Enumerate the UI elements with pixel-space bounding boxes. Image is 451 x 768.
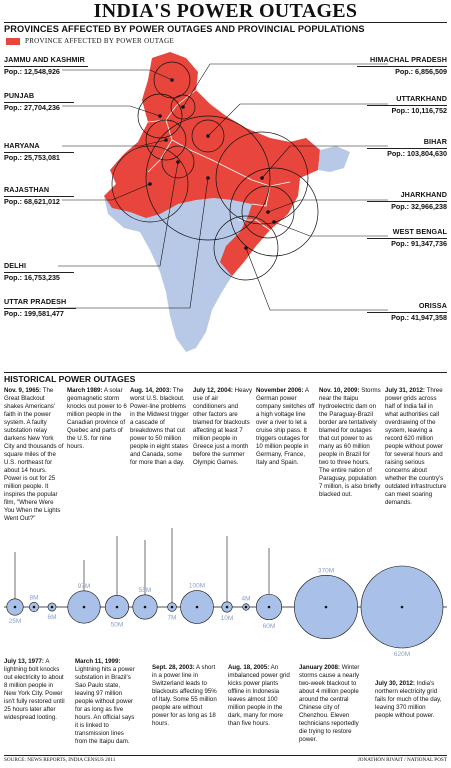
event-2006: November 2006: A German power company sw… xyxy=(256,387,315,466)
bubble-label: 7M xyxy=(167,614,176,621)
state-label-rajasthan: RAJASTHAN Pop.: 68,621,012 xyxy=(4,185,74,207)
population-circles xyxy=(111,61,319,281)
circle-orissa xyxy=(213,215,279,281)
bubble-center-dot xyxy=(13,605,17,609)
bubble-center-dot xyxy=(170,605,174,609)
state-label-west-bengal: WEST BENGAL Pop.: 91,347,736 xyxy=(367,227,447,249)
state-label-delhi: DELHI Pop.: 16,753,235 xyxy=(4,261,74,283)
legend-label: PROVINCE AFFECTED BY POWER OUTAGE xyxy=(25,37,175,45)
event-1989: March 1989: A solar geomagnetic storm kn… xyxy=(67,387,127,450)
bubble-center-dot xyxy=(50,605,54,609)
bubble-center-dot xyxy=(324,605,328,609)
circle-jammu-kashmir xyxy=(153,61,191,99)
bubble-label: 60M xyxy=(263,623,276,630)
event-1999: March 11, 1999: Lightning hits a power s… xyxy=(75,658,135,745)
circle-jharkhand xyxy=(241,185,295,239)
circle-rajasthan xyxy=(111,145,189,223)
section-rule xyxy=(4,372,447,373)
event-2009: Nov. 10, 2009: Storms near the Itaipu hy… xyxy=(319,387,381,498)
circle-punjab xyxy=(137,93,183,139)
leader-lines xyxy=(58,63,388,311)
bubble-center-dot xyxy=(195,605,199,609)
circle-uttarkhand xyxy=(191,119,225,153)
bubble-group: 25M 8M 6M 97M 50M 55M 7M 100M 10M 4M 60M 370M 620M xyxy=(6,528,444,658)
event-2012-jul30: July 30, 2012: India's northern electric… xyxy=(375,680,442,719)
state-label-haryana: HARYANA Pop.: 25,753,081 xyxy=(4,141,74,163)
event-2003-sept: Sept. 28, 2003: A short in a power line … xyxy=(152,664,217,727)
map-subtitle: PROVINCES AFFECTED BY POWER OUTAGES AND … xyxy=(4,24,365,34)
historical-title: HISTORICAL POWER OUTAGES xyxy=(4,374,136,384)
event-2012-jul31: July 31, 2012: Three power grids across … xyxy=(385,387,447,506)
bubble-label: 100M xyxy=(189,583,205,590)
event-2004: July 12, 2004: Heavy use of air conditio… xyxy=(193,387,253,466)
bubble-center-dot xyxy=(267,605,271,609)
footer-credit: JONATHON RIVAIT / NATIONAL POST xyxy=(357,757,447,763)
bubble-label: 6M xyxy=(47,614,56,621)
state-label-jammu-kashmir: JAMMU AND KASHMIR Pop.: 12,548,926 xyxy=(4,55,88,77)
state-label-orissa: ORISSA Pop.: 41,947,358 xyxy=(367,301,447,323)
bubble-label: 25M xyxy=(9,618,22,625)
bubble-center-dot xyxy=(143,605,147,609)
bubble-center-dot xyxy=(82,605,86,609)
event-2003-aug: Aug. 14, 2003: The worst U.S. blackout. … xyxy=(130,387,189,466)
bubble-label: 620M xyxy=(394,651,410,658)
northeast-landmass xyxy=(318,146,350,172)
footer-rule xyxy=(4,755,447,756)
bubble-label: 4M xyxy=(241,596,250,603)
bubble-label: 55M xyxy=(139,587,152,594)
state-label-himachal-pradesh: HIMACHAL PRADESH Pop.: 6,856,509 xyxy=(357,55,447,77)
state-label-uttar-pradesh: UTTAR PRADESH Pop.: 199,581,477 xyxy=(4,297,76,319)
bubble-label: 97M xyxy=(78,583,91,590)
circle-himachal xyxy=(170,94,196,120)
bubble-label: 50M xyxy=(111,622,124,629)
bubble-center-dot xyxy=(400,605,404,609)
circle-uttar-pradesh xyxy=(145,115,271,241)
bubble-center-dot xyxy=(115,605,119,609)
circle-bihar xyxy=(215,131,309,225)
bubble-label: 370M xyxy=(318,567,334,574)
footer-source: SOURCE: NEWS REPORTS, INDIA CENSUS 2011 xyxy=(4,757,116,763)
title-rule xyxy=(4,22,447,23)
bubble-center-dot xyxy=(244,605,248,609)
event-1965: Nov. 9, 1965: The Great Blackout shakes … xyxy=(4,387,64,522)
event-2005: Aug. 18, 2005: An imbalanced power grid … xyxy=(228,664,290,727)
state-label-jharkhand: JHARKHAND Pop.: 32,966,238 xyxy=(367,190,447,212)
legend-swatch xyxy=(6,38,20,45)
bubble-center-dot xyxy=(225,605,229,609)
bubble-label: 10M xyxy=(221,615,234,622)
page-title: INDIA'S POWER OUTAGES xyxy=(93,0,358,22)
circle-haryana xyxy=(145,119,187,161)
state-label-uttarkhand: UTTARKHAND Pop.: 10,116,752 xyxy=(367,94,447,116)
india-map xyxy=(58,52,388,352)
bubble-center-dot xyxy=(32,605,36,609)
bubble-label: 8M xyxy=(29,594,38,601)
affected-north-region xyxy=(104,52,320,276)
circle-west-bengal xyxy=(229,167,319,257)
circle-delhi xyxy=(161,145,195,179)
event-1977: July 13, 1977: A lightning bolt knocks o… xyxy=(4,658,65,721)
state-label-bihar: BIHAR Pop.: 103,804,630 xyxy=(367,137,447,159)
state-label-punjab: PUNJAB Pop.: 27,704,236 xyxy=(4,91,74,113)
event-2008: January 2008: Winter storms cause a near… xyxy=(299,664,360,743)
